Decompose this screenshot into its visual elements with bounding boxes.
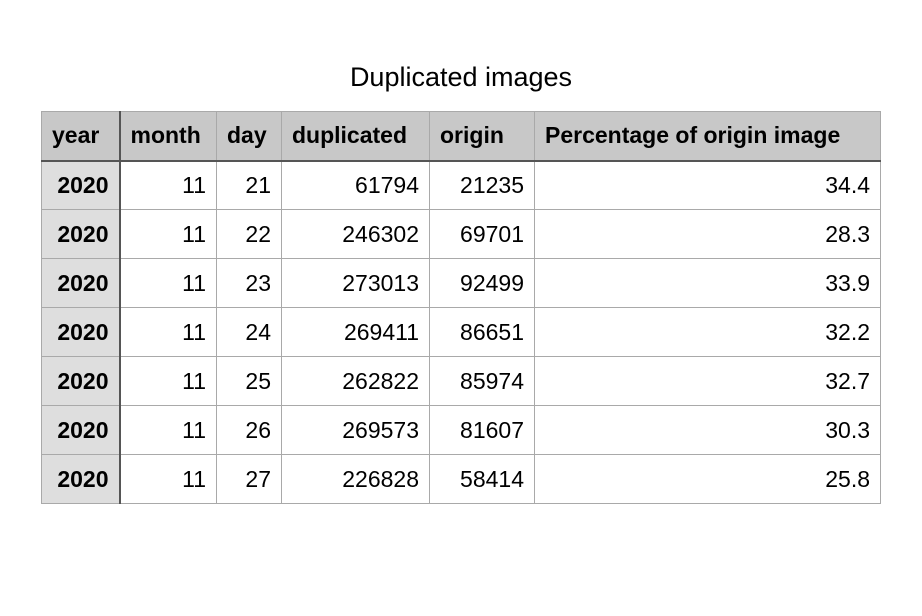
cell-duplicated: 226828 bbox=[281, 454, 430, 504]
cell-origin: 85974 bbox=[429, 356, 535, 406]
cell-duplicated: 262822 bbox=[281, 356, 430, 406]
cell-month: 11 bbox=[119, 454, 217, 504]
cell-origin: 92499 bbox=[429, 258, 535, 308]
column-header-month: month bbox=[119, 111, 217, 162]
cell-percentage: 30.3 bbox=[534, 405, 881, 455]
cell-day: 27 bbox=[216, 454, 282, 504]
column-header-duplicated: duplicated bbox=[281, 111, 430, 162]
cell-day: 26 bbox=[216, 405, 282, 455]
cell-origin: 81607 bbox=[429, 405, 535, 455]
cell-year: 2020 bbox=[41, 307, 121, 357]
table-row: 2020 11 23 273013 92499 33.9 bbox=[41, 258, 881, 308]
cell-percentage: 32.2 bbox=[534, 307, 881, 357]
cell-day: 23 bbox=[216, 258, 282, 308]
table-row: 2020 11 26 269573 81607 30.3 bbox=[41, 405, 881, 455]
header-row: year month day duplicated origin Percent… bbox=[41, 111, 881, 162]
cell-day: 21 bbox=[216, 160, 282, 210]
cell-percentage: 32.7 bbox=[534, 356, 881, 406]
cell-month: 11 bbox=[119, 160, 217, 210]
cell-year: 2020 bbox=[41, 209, 121, 259]
cell-origin: 86651 bbox=[429, 307, 535, 357]
cell-day: 24 bbox=[216, 307, 282, 357]
cell-duplicated: 246302 bbox=[281, 209, 430, 259]
cell-origin: 21235 bbox=[429, 160, 535, 210]
table-row: 2020 11 27 226828 58414 25.8 bbox=[41, 454, 881, 504]
cell-year: 2020 bbox=[41, 356, 121, 406]
cell-year: 2020 bbox=[41, 258, 121, 308]
cell-duplicated: 61794 bbox=[281, 160, 430, 210]
column-header-day: day bbox=[216, 111, 282, 162]
cell-day: 25 bbox=[216, 356, 282, 406]
data-table: year month day duplicated origin Percent… bbox=[41, 111, 881, 504]
cell-percentage: 25.8 bbox=[534, 454, 881, 504]
cell-month: 11 bbox=[119, 209, 217, 259]
table-row: 2020 11 21 61794 21235 34.4 bbox=[41, 160, 881, 210]
cell-year: 2020 bbox=[41, 405, 121, 455]
cell-origin: 58414 bbox=[429, 454, 535, 504]
table-row: 2020 11 25 262822 85974 32.7 bbox=[41, 356, 881, 406]
cell-month: 11 bbox=[119, 258, 217, 308]
cell-duplicated: 273013 bbox=[281, 258, 430, 308]
cell-duplicated: 269411 bbox=[281, 307, 430, 357]
column-header-year: year bbox=[41, 111, 121, 162]
cell-month: 11 bbox=[119, 405, 217, 455]
cell-year: 2020 bbox=[41, 454, 121, 504]
cell-day: 22 bbox=[216, 209, 282, 259]
cell-percentage: 33.9 bbox=[534, 258, 881, 308]
cell-percentage: 34.4 bbox=[534, 160, 881, 210]
table-title: Duplicated images bbox=[349, 62, 573, 92]
table-row: 2020 11 22 246302 69701 28.3 bbox=[41, 209, 881, 259]
cell-duplicated: 269573 bbox=[281, 405, 430, 455]
cell-month: 11 bbox=[119, 356, 217, 406]
cell-year: 2020 bbox=[41, 160, 121, 210]
column-header-origin: origin bbox=[429, 111, 535, 162]
column-header-percentage: Percentage of origin image bbox=[534, 111, 881, 162]
cell-origin: 69701 bbox=[429, 209, 535, 259]
cell-percentage: 28.3 bbox=[534, 209, 881, 259]
table-row: 2020 11 24 269411 86651 32.2 bbox=[41, 307, 881, 357]
cell-month: 11 bbox=[119, 307, 217, 357]
